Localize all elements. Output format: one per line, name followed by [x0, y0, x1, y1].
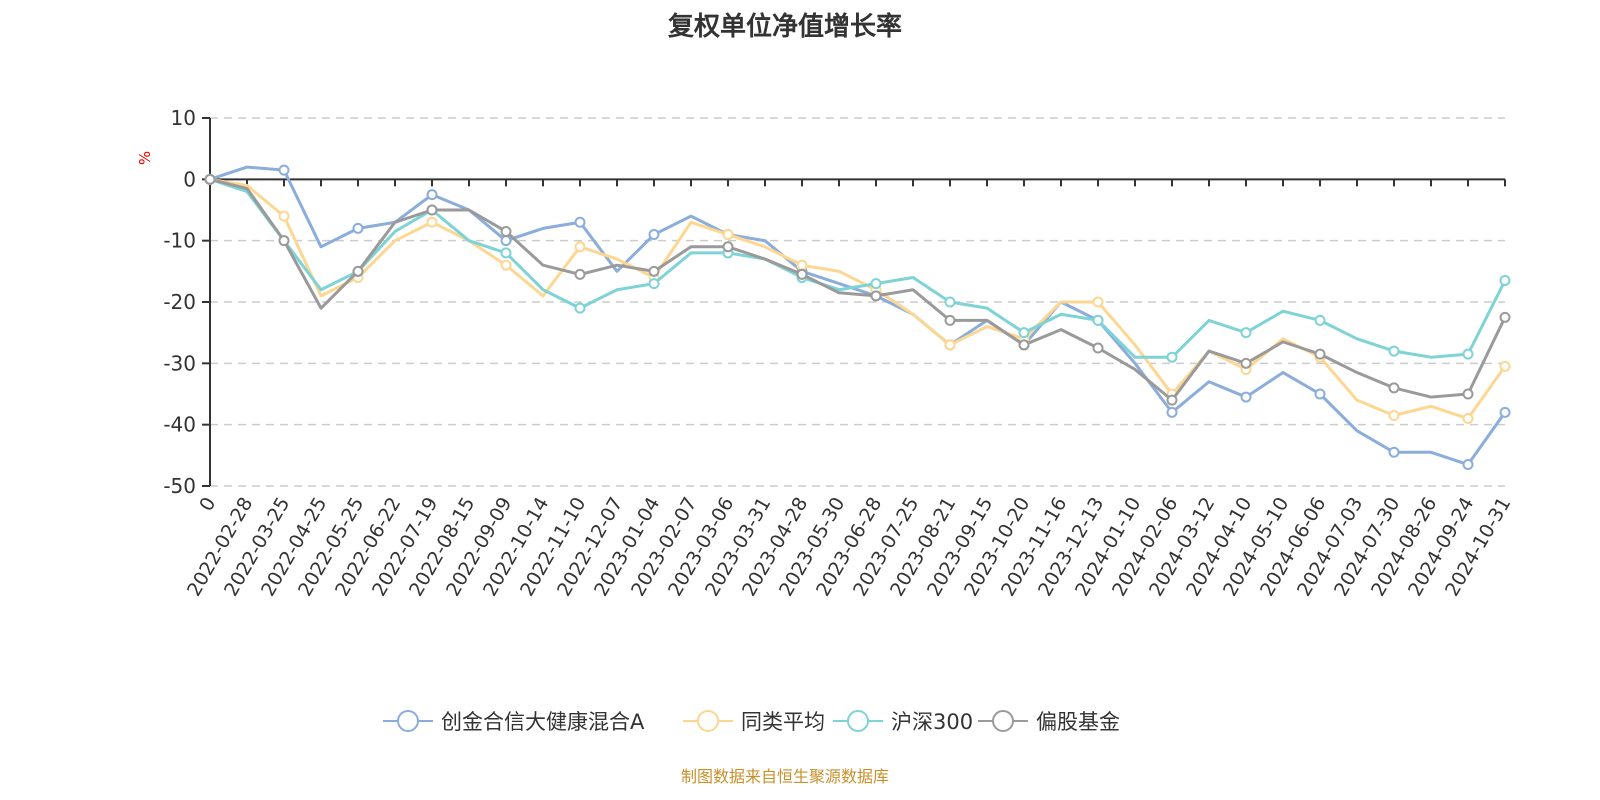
- data-point: [796, 259, 808, 271]
- data-point: [1018, 339, 1030, 351]
- data-point: [352, 222, 364, 234]
- data-point: [1240, 391, 1252, 403]
- data-point: [278, 235, 290, 247]
- legend-marker: [397, 710, 419, 732]
- legend-marker: [992, 710, 1014, 732]
- y-tick-label: -30: [163, 351, 196, 375]
- data-point: [1240, 357, 1252, 369]
- data-point: [278, 164, 290, 176]
- data-point: [426, 189, 438, 201]
- data-point: [870, 278, 882, 290]
- data-point: [648, 229, 660, 241]
- data-point: [426, 216, 438, 228]
- data-point: [1388, 345, 1400, 357]
- data-point: [1314, 388, 1326, 400]
- data-point: [1092, 314, 1104, 326]
- data-point: [352, 265, 364, 277]
- data-point: [426, 204, 438, 216]
- y-tick-label: 0: [183, 167, 196, 191]
- chart-title: 复权单位净值增长率: [667, 12, 902, 42]
- series-line: [209, 177, 1507, 402]
- data-point: [574, 268, 586, 280]
- source-note: 制图数据来自恒生聚源数据库: [680, 767, 889, 786]
- data-point: [1462, 348, 1474, 360]
- data-point: [796, 268, 808, 280]
- data-point: [1499, 360, 1511, 372]
- data-point: [574, 241, 586, 253]
- y-tick-label: 10: [171, 106, 196, 130]
- data-point: [722, 241, 734, 253]
- data-point: [648, 278, 660, 290]
- y-tick-label: -20: [163, 290, 196, 314]
- series-line: [209, 177, 1507, 359]
- data-point: [944, 314, 956, 326]
- data-point: [1388, 409, 1400, 421]
- legend-label: 创金合信大健康混合A: [441, 710, 645, 734]
- data-point: [1499, 275, 1511, 287]
- y-tick-label: -40: [163, 413, 196, 437]
- data-point: [574, 302, 586, 314]
- legend-marker: [697, 710, 719, 732]
- data-point: [944, 339, 956, 351]
- data-point: [1499, 311, 1511, 323]
- data-point: [500, 225, 512, 237]
- legend-label: 沪深300: [891, 710, 973, 734]
- y-tick-label: -10: [163, 229, 196, 253]
- series-line: [209, 165, 1507, 467]
- data-point: [1314, 348, 1326, 360]
- data-point: [944, 296, 956, 308]
- data-point: [1462, 459, 1474, 471]
- data-point: [1462, 388, 1474, 400]
- data-point: [1092, 342, 1104, 354]
- x-tick-label: 0: [195, 494, 220, 515]
- data-point: [1166, 351, 1178, 363]
- legend-marker: [847, 710, 869, 732]
- data-point: [1388, 446, 1400, 458]
- data-point: [278, 210, 290, 222]
- data-point: [722, 229, 734, 241]
- data-point: [574, 216, 586, 228]
- data-point: [870, 290, 882, 302]
- data-point: [204, 173, 216, 185]
- data-point: [1166, 394, 1178, 406]
- data-point: [1314, 314, 1326, 326]
- data-point: [1388, 382, 1400, 394]
- data-point: [1462, 413, 1474, 425]
- data-point: [500, 235, 512, 247]
- data-point: [648, 265, 660, 277]
- data-point: [1092, 296, 1104, 308]
- series-line: [209, 177, 1507, 421]
- data-point: [500, 247, 512, 259]
- data-point: [500, 259, 512, 271]
- data-point: [1018, 327, 1030, 339]
- y-tick-label: -50: [163, 474, 196, 498]
- data-point: [1166, 406, 1178, 418]
- legend-label: 偏股基金: [1036, 710, 1120, 734]
- y-axis-unit: %: [136, 151, 154, 165]
- data-point: [1499, 406, 1511, 418]
- legend-label: 同类平均: [741, 710, 825, 734]
- data-point: [1240, 327, 1252, 339]
